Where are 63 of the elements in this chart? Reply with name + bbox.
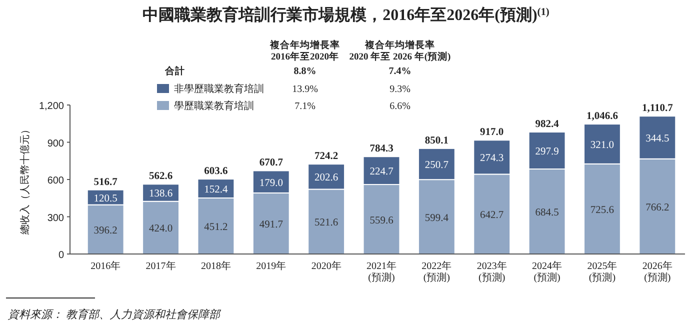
text: 複合年均增長率 2016年至2020年 xyxy=(269,39,340,62)
total-label: 982.4 xyxy=(535,119,560,130)
y-axis-title: 總收入（人民幣十億元） xyxy=(19,124,31,236)
data-label: 491.7 xyxy=(259,219,283,230)
total-label: 562.6 xyxy=(148,171,173,182)
total-label: 1,046.6 xyxy=(586,111,618,122)
data-label: 152.4 xyxy=(204,184,229,196)
data-label: 202.6 xyxy=(314,172,338,184)
y-tick-label: 600 xyxy=(47,176,64,186)
x-tick-label: 2026年 (預測) xyxy=(642,260,672,284)
y-tick-label: 900 xyxy=(47,138,64,150)
legend-label: 學歷職業教育培訓 xyxy=(174,100,254,112)
data-label: 642.7 xyxy=(480,210,504,222)
data-label: 179.0 xyxy=(259,178,283,189)
data-label: 138.6 xyxy=(148,188,173,200)
chart-title: 中國職業教育培訓行業市場規模，2016年至2026年(預測)$^{(1)}$ xyxy=(142,5,550,24)
data-label: 224.7 xyxy=(370,166,394,178)
total-label: 603.6 xyxy=(204,166,228,178)
x-tick-label: 2018年 xyxy=(200,260,231,272)
data-label: 344.5 xyxy=(646,133,670,144)
x-tick-label: 2025年 (預測) xyxy=(587,260,618,284)
x-tick-label: 2023年 (預測) xyxy=(476,260,507,284)
text: 13.9% xyxy=(292,84,318,95)
annotation: 6.6% xyxy=(390,101,410,112)
y-tick-label: 300 xyxy=(47,212,64,224)
annotation: 7.1% xyxy=(294,101,316,112)
data-label: 321.0 xyxy=(590,140,614,151)
x-tick-label: 2020年 xyxy=(311,260,342,272)
text: 合計 xyxy=(164,65,185,77)
x-tick-label: 2016年 xyxy=(90,260,121,272)
data-label: 599.4 xyxy=(424,212,450,224)
total-label: 670.7 xyxy=(259,158,283,169)
source-note: 資料來源： 教育部、人力資源和社會保障部 xyxy=(8,308,222,321)
x-tick-label: 2019年 xyxy=(256,260,286,272)
x-tick-label: 2021年 (預測) xyxy=(366,260,396,284)
total-label: 784.3 xyxy=(370,144,394,155)
data-label: 297.9 xyxy=(535,146,559,158)
total-label: 1,110.7 xyxy=(642,103,673,114)
x-tick-label: 2024年 (預測) xyxy=(532,260,562,284)
data-label: 766.2 xyxy=(646,202,670,214)
text: 9.3% xyxy=(390,84,410,95)
y-tick-label: 1,200 xyxy=(38,101,64,112)
data-label: 684.5 xyxy=(535,208,559,219)
data-label: 521.6 xyxy=(314,218,338,229)
total-label: 516.7 xyxy=(94,176,118,188)
text: 複合年均增長率 2020 年至 2026 年(預測) xyxy=(349,39,451,62)
data-label: 424.0 xyxy=(148,224,173,235)
x-tick-label: 2017年 xyxy=(146,260,176,272)
y-tick-label: 0 xyxy=(58,250,64,261)
data-label: 250.7 xyxy=(424,160,448,172)
data-label: 120.5 xyxy=(94,193,118,204)
text: 8.8% xyxy=(294,66,316,77)
text: 7.4% xyxy=(388,66,412,77)
data-label: 274.3 xyxy=(480,153,504,164)
total-label: 724.2 xyxy=(314,151,338,162)
total-label: 917.0 xyxy=(480,127,504,138)
x-tick-label: 2022年 (預測) xyxy=(422,260,452,284)
legend-label: 非學歷職業教育培訓 xyxy=(174,83,264,95)
total-label: 850.1 xyxy=(424,135,448,146)
data-label: 725.6 xyxy=(590,204,614,216)
data-label: 559.6 xyxy=(370,215,394,226)
data-label: 451.2 xyxy=(204,222,228,233)
data-label: 396.2 xyxy=(94,225,118,236)
